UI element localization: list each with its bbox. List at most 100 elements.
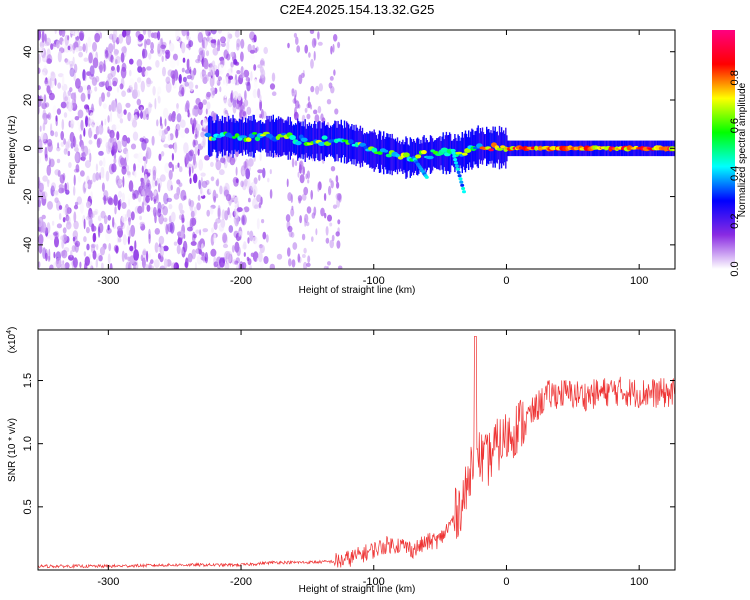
noise-speck: [306, 206, 312, 214]
noise-speck: [247, 258, 252, 266]
noise-speck: [65, 207, 71, 215]
noise-speck: [57, 142, 60, 149]
noise-speck: [166, 49, 171, 59]
noise-speck: [62, 238, 65, 247]
noise-speck: [163, 192, 169, 205]
noise-speck: [61, 249, 68, 259]
noise-speck: [121, 62, 127, 72]
noise-speck: [85, 42, 88, 54]
noise-speck: [184, 127, 190, 134]
noise-speck: [146, 179, 151, 187]
x-tick-label: -200: [230, 275, 252, 287]
noise-speck: [202, 228, 209, 233]
noise-speck: [302, 254, 306, 258]
noise-speck: [193, 104, 200, 110]
noise-speck: [127, 217, 132, 222]
noise-speck: [92, 232, 96, 243]
noise-speck: [249, 264, 252, 269]
noise-speck: [232, 194, 236, 199]
noise-speck: [157, 86, 162, 95]
noise-speck: [288, 258, 292, 267]
signal-band: [405, 136, 407, 179]
noise-speck: [161, 247, 164, 255]
noise-speck: [104, 50, 109, 59]
noise-speck: [194, 261, 197, 269]
noise-speck: [38, 95, 42, 107]
noise-speck: [159, 255, 164, 263]
noise-speck: [337, 41, 341, 49]
noise-speck: [155, 60, 160, 68]
noise-speck: [330, 180, 334, 189]
noise-speck: [47, 201, 53, 210]
colorbar-tick-label: 0.6: [729, 118, 741, 133]
noise-speck: [57, 73, 64, 78]
noise-speck: [300, 164, 304, 174]
noise-speck: [249, 49, 256, 54]
noise-speck: [94, 208, 99, 216]
noise-speck: [211, 30, 217, 35]
noise-speck: [256, 194, 262, 203]
noise-speck: [83, 251, 87, 257]
noise-speck: [145, 195, 151, 203]
noise-speck: [172, 53, 178, 61]
noise-speck: [97, 215, 102, 222]
signal-branch: [454, 161, 458, 165]
noise-speck: [59, 250, 66, 257]
noise-speck: [333, 34, 338, 42]
x-tick-label: 0: [503, 275, 509, 287]
noise-speck: [157, 43, 161, 55]
noise-speck: [134, 170, 137, 178]
noise-speck: [175, 128, 179, 139]
noise-speck: [89, 112, 94, 120]
noise-speck: [92, 57, 99, 69]
noise-speck: [186, 31, 190, 37]
snr-y-label: SNR (10 * v/v): [7, 418, 18, 482]
signal-band: [432, 141, 435, 167]
signal-blob: [204, 132, 212, 138]
noise-speck: [72, 236, 76, 242]
noise-speck: [210, 176, 215, 182]
noise-speck: [74, 152, 79, 163]
noise-speck: [235, 103, 240, 110]
noise-speck: [99, 64, 103, 74]
noise-speck: [262, 231, 267, 240]
noise-speck: [73, 220, 79, 230]
noise-speck: [291, 205, 294, 211]
noise-speck: [69, 63, 73, 70]
noise-speck: [169, 42, 175, 52]
noise-speck: [231, 196, 235, 201]
noise-speck: [303, 261, 308, 269]
noise-speck: [38, 217, 43, 228]
signal-band: [385, 136, 387, 170]
noise-speck: [116, 178, 123, 184]
noise-speck: [41, 191, 48, 200]
signal-band: [282, 119, 284, 156]
noise-speck: [202, 99, 207, 105]
noise-speck: [221, 181, 226, 188]
noise-speck: [246, 106, 252, 116]
noise-speck: [124, 214, 128, 220]
signal-band: [296, 124, 298, 155]
noise-speck: [263, 256, 269, 264]
noise-speck: [249, 54, 256, 60]
noise-speck: [53, 262, 57, 269]
noise-speck: [304, 217, 307, 227]
noise-speck: [276, 253, 283, 260]
noise-speck: [291, 88, 295, 97]
noise-speck: [258, 202, 262, 209]
noise-speck: [254, 204, 259, 209]
noise-speck: [205, 180, 210, 185]
noise-speck: [56, 223, 63, 229]
noise-speck: [107, 253, 111, 265]
noise-speck: [181, 86, 185, 97]
signal-band: [461, 132, 463, 174]
noise-speck: [114, 49, 119, 55]
noise-speck: [152, 86, 156, 96]
noise-speck: [153, 259, 160, 269]
noise-speck: [304, 44, 309, 54]
noise-speck: [61, 264, 65, 269]
noise-speck: [243, 99, 249, 107]
noise-speck: [55, 117, 58, 127]
noise-speck: [200, 172, 206, 177]
noise-speck: [73, 63, 78, 74]
